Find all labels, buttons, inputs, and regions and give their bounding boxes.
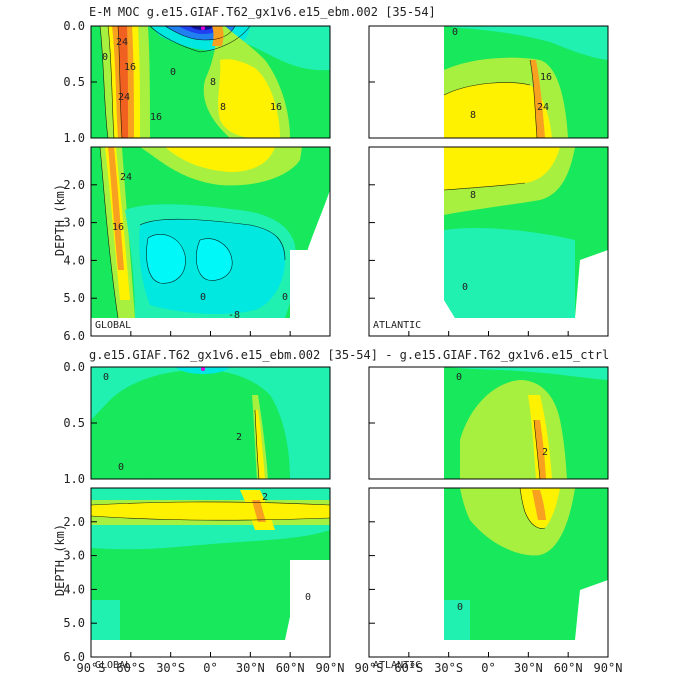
contour-value-label: 8 [210, 77, 216, 88]
contour-value-label: 24 [116, 37, 128, 48]
y-tick-label: 4.0 [63, 253, 85, 267]
x-tick-label: 90°N [594, 661, 623, 675]
panel-label-top-global: GLOBAL [95, 320, 131, 331]
x-tick-label: 60°N [554, 661, 583, 675]
contour-lines [90, 25, 546, 529]
x-tick-label: 60°N [276, 661, 305, 675]
contour-value-label: 2 [236, 432, 242, 443]
y-tick-label: 5.0 [63, 616, 85, 630]
y-tick-label: 3.0 [63, 216, 85, 230]
panel-label-bottom-global: GLOBAL [95, 660, 131, 671]
panel-label-bottom-atlantic: ATLANTIC [373, 660, 421, 671]
panel-bottom-atlantic: ATLANTIC [368, 366, 609, 671]
x-tick-label: 60°S [394, 661, 423, 675]
y-tick-label: 1.0 [63, 472, 85, 486]
contour-value-label: 0 [457, 602, 463, 613]
x-tick-label: 0° [203, 661, 217, 675]
contour-value-label: 8 [470, 190, 476, 201]
contour-value-label: -8 [228, 310, 240, 321]
x-tick-label: 30°S [156, 661, 185, 675]
contour-value-label: 0 [282, 292, 288, 303]
bottom-title: g.e15.GIAF.T62_gx1v6.e15_ebm.002 [35-54]… [89, 348, 609, 362]
y-tick-label: 2.0 [63, 178, 85, 192]
contour-value-label: 16 [124, 62, 136, 73]
y-tick-label: 0.0 [63, 19, 85, 33]
contour-value-label: 0 [102, 52, 108, 63]
y-tick-label: 6.0 [63, 329, 85, 343]
x-tick-label: 90°N [316, 661, 345, 675]
contour-value-label: 2 [542, 447, 548, 458]
contour-value-label: 0 [456, 372, 462, 383]
contour-value-label: 0 [170, 67, 176, 78]
y-tick-label: 0.5 [63, 75, 85, 89]
y-tick-label: 0.0 [63, 360, 85, 374]
contour-value-label: 24 [118, 92, 130, 103]
x-tick-label: 90°S [355, 661, 384, 675]
contour-value-label: 0 [103, 372, 109, 383]
y-tick-label: 1.0 [63, 131, 85, 145]
contour-value-label: 16 [150, 112, 162, 123]
y-tick-label: 3.0 [63, 549, 85, 563]
contour-value-label: 8 [220, 102, 226, 113]
contour-value-label: 0 [118, 462, 124, 473]
y-tick-label: 6.0 [63, 650, 85, 664]
x-tick-label: 60°S [116, 661, 145, 675]
axes-layer: 0.00.51.02.03.04.05.06.090°S 60°S 30°S 0° 30… [63, 19, 622, 675]
x-tick-label: 30°N [236, 661, 265, 675]
contour-label-layer: 24 16 24 16 8 0 0 8 16 24 16 0 -8 0 0 16 8 24 8 0 0 0 2 2 0 0 2 0 [102, 27, 552, 613]
ylabel-top: DEPTH (km) [53, 184, 67, 256]
contour-value-label: 16 [270, 102, 282, 113]
y-tick-label: 2.0 [63, 515, 85, 529]
contour-value-label: 0 [305, 592, 311, 603]
x-tick-label: 30°N [514, 661, 543, 675]
contour-value-label: 0 [200, 292, 206, 303]
panel-label-top-atlantic: ATLANTIC [373, 320, 421, 331]
contour-value-label: 2 [262, 492, 268, 503]
contour-value-label: 24 [120, 172, 132, 183]
contour-value-label: 24 [537, 102, 549, 113]
y-tick-label: 0.5 [63, 416, 85, 430]
contour-value-label: 0 [462, 282, 468, 293]
top-title: E-M MOC g.e15.GIAF.T62_gx1v6.e15_ebm.002… [89, 5, 436, 19]
panel-bottom-global: GLOBAL [90, 366, 331, 671]
contour-value-label: 16 [112, 222, 124, 233]
contour-value-label: 8 [470, 110, 476, 121]
x-tick-label: 90°S [77, 661, 106, 675]
ylabel-bottom: DEPTH (km) [53, 524, 67, 596]
panel-top-atlantic: ATLANTIC [368, 25, 609, 337]
y-tick-label: 4.0 [63, 582, 85, 596]
contour-value-label: 0 [452, 27, 458, 38]
y-tick-label: 5.0 [63, 291, 85, 305]
x-tick-label: 0° [481, 661, 495, 675]
contour-value-label: 16 [540, 72, 552, 83]
x-tick-label: 30°S [434, 661, 463, 675]
